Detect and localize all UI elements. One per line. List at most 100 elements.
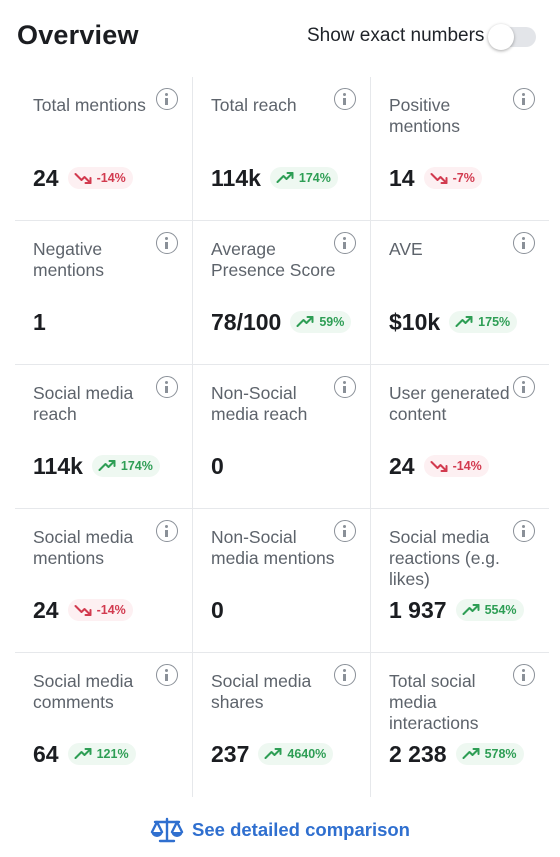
change-value: -14% <box>452 459 482 473</box>
metric-card: Social media comments 64 121% <box>15 653 193 797</box>
metric-card: Social media shares 237 4640% <box>193 653 371 797</box>
change-badge: 59% <box>290 311 352 333</box>
metric-label: User generated content <box>389 383 510 424</box>
metric-value: 78/100 <box>211 309 282 335</box>
metric-card: Total reach 114k 174% <box>193 77 371 221</box>
change-value: 578% <box>484 747 517 761</box>
metric-label: Non-Social media mentions <box>211 527 335 568</box>
info-icon[interactable] <box>156 88 178 110</box>
trend-up-icon <box>264 748 282 759</box>
info-icon[interactable] <box>334 376 356 398</box>
info-icon[interactable] <box>156 664 178 686</box>
trend-down-icon <box>430 173 448 184</box>
trend-down-icon <box>74 173 92 184</box>
metric-value-row: 14 -7% <box>389 164 482 192</box>
metric-label: Social media shares <box>211 671 312 712</box>
metric-card: Social media reach 114k 174% <box>15 365 193 509</box>
change-badge: 578% <box>455 743 524 765</box>
metric-value-row: 0 <box>211 596 224 624</box>
metric-value: 1 937 <box>389 597 447 623</box>
metric-value: 24 <box>33 597 59 623</box>
metric-card: Negative mentions 1 <box>15 221 193 365</box>
metric-value: 0 <box>211 597 224 623</box>
footer: See detailed comparison <box>0 808 560 852</box>
info-icon[interactable] <box>334 520 356 542</box>
change-value: 4640% <box>287 747 327 761</box>
metric-value: 114k <box>211 165 261 191</box>
change-value: 554% <box>484 603 517 617</box>
metric-value: 0 <box>211 453 224 479</box>
metric-card: Social media reactions (e.g. likes) 1 937… <box>371 509 549 653</box>
metric-value: $10k <box>389 309 441 335</box>
info-icon[interactable] <box>513 376 535 398</box>
metric-value: 1 <box>33 309 46 335</box>
metric-value-row: 114k 174% <box>211 164 338 192</box>
toggle-label: Show exact numbers <box>307 25 485 46</box>
change-badge: 175% <box>449 311 518 333</box>
change-badge: 121% <box>67 743 136 765</box>
balance-scale-icon <box>150 817 184 843</box>
info-icon[interactable] <box>513 88 535 110</box>
toggle-knob[interactable] <box>488 24 514 50</box>
change-value: -7% <box>452 171 475 185</box>
change-value: -14% <box>96 603 126 617</box>
change-value: 121% <box>96 747 129 761</box>
metric-value: 237 <box>211 741 250 767</box>
metric-label: Total reach <box>211 95 297 115</box>
trend-up-icon <box>455 316 473 327</box>
metric-value-row: 64 121% <box>33 740 136 768</box>
metric-value-row: 2 238 578% <box>389 740 524 768</box>
metric-value-row: 24 -14% <box>33 164 133 192</box>
metric-value: 14 <box>389 165 415 191</box>
metric-value-row: $10k 175% <box>389 308 518 336</box>
overview-header: Overview Show exact numbers <box>0 0 560 76</box>
info-icon[interactable] <box>156 232 178 254</box>
metric-label: Total mentions <box>33 95 146 115</box>
change-badge: -14% <box>67 599 133 621</box>
metric-value-row: 114k 174% <box>33 452 160 480</box>
see-detailed-comparison-link[interactable]: See detailed comparison <box>150 816 410 844</box>
info-icon[interactable] <box>334 664 356 686</box>
metric-value-row: 78/100 59% <box>211 308 352 336</box>
change-badge: -14% <box>67 167 133 189</box>
metric-card: User generated content 24 -14% <box>371 365 549 509</box>
change-badge: 174% <box>91 455 160 477</box>
metric-label: AVE <box>389 239 423 259</box>
metrics-grid: Total mentions 24 -14% Total reach 114k 174% P… <box>15 77 549 797</box>
trend-down-icon <box>74 605 92 616</box>
trend-up-icon <box>74 748 92 759</box>
metric-label: Social media mentions <box>33 527 134 568</box>
metric-label: Social media reactions (e.g. likes) <box>389 527 500 589</box>
metric-label: Social media reach <box>33 383 134 424</box>
change-badge: -14% <box>423 455 489 477</box>
show-exact-numbers-toggle[interactable] <box>488 24 536 50</box>
info-icon[interactable] <box>513 520 535 542</box>
change-value: 174% <box>298 171 331 185</box>
metric-card: Positive mentions 14 -7% <box>371 77 549 221</box>
metric-card: Total social media interactions 2 238 578% <box>371 653 549 797</box>
metric-value-row: 0 <box>211 452 224 480</box>
info-icon[interactable] <box>156 520 178 542</box>
trend-up-icon <box>462 604 480 615</box>
info-icon[interactable] <box>513 232 535 254</box>
change-badge: 4640% <box>258 743 334 765</box>
metric-card: Social media mentions 24 -14% <box>15 509 193 653</box>
trend-up-icon <box>296 316 314 327</box>
metric-card: Total mentions 24 -14% <box>15 77 193 221</box>
metric-value: 64 <box>33 741 59 767</box>
info-icon[interactable] <box>513 664 535 686</box>
info-icon[interactable] <box>334 232 356 254</box>
metric-card: Non-Social media reach 0 <box>193 365 371 509</box>
info-icon[interactable] <box>156 376 178 398</box>
info-icon[interactable] <box>334 88 356 110</box>
metric-value-row: 24 -14% <box>33 596 133 624</box>
change-value: -14% <box>96 171 126 185</box>
metric-value-row: 1 937 554% <box>389 596 524 624</box>
compare-link-label[interactable]: See detailed comparison <box>192 819 410 840</box>
trend-up-icon <box>462 748 480 759</box>
metric-value: 24 <box>389 453 415 479</box>
metric-value-row: 1 <box>33 308 46 336</box>
metric-card: AVE $10k 175% <box>371 221 549 365</box>
trend-down-icon <box>430 461 448 472</box>
metric-value: 24 <box>33 165 59 191</box>
